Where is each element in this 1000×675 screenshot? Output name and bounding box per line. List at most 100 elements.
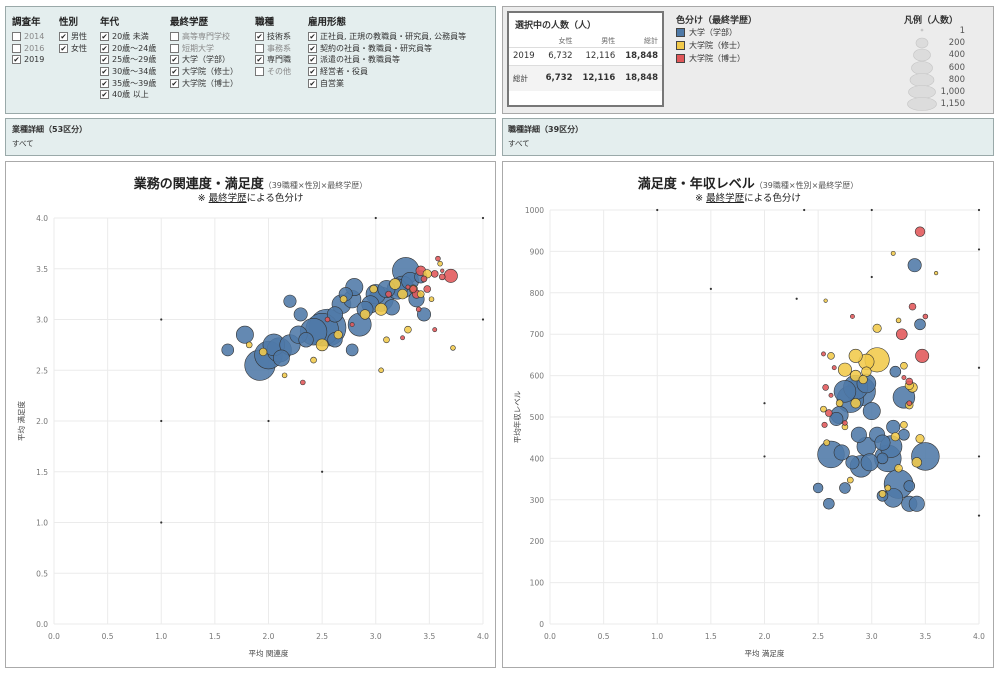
scatter-point[interactable] [905,377,914,386]
checkbox-checked-icon[interactable]: ✔ [170,55,179,65]
scatter-point[interactable] [827,352,835,360]
scatter-point[interactable] [315,338,329,352]
scatter-point[interactable] [267,419,270,423]
left-scatter-chart[interactable]: 0.0 0.5 1.0 1.5 2.0 2.5 3.0 3.5 4.0 0.0 0.5 1.0 1.5 2… [6,162,497,669]
color-legend-item-master[interactable]: 大学院（修士） [676,40,745,51]
scatter-point[interactable] [763,455,766,458]
scatter-point[interactable] [821,421,828,428]
scatter-point[interactable] [409,285,418,293]
scatter-point[interactable] [374,216,377,220]
scatter-point[interactable] [245,341,253,349]
filter-option[interactable]: 短期大学 [170,43,238,55]
scatter-point[interactable] [359,309,371,320]
scatter-point[interactable] [872,323,882,333]
scatter-point[interactable] [385,290,392,298]
scatter-point[interactable] [160,318,163,321]
scatter-point[interactable] [404,325,412,334]
checkbox-checked-icon[interactable]: ✔ [308,43,317,53]
scatter-point[interactable] [831,365,837,371]
checkbox-checked-icon[interactable]: ✔ [100,55,109,65]
scatter-point[interactable] [862,402,881,421]
scatter-point[interactable] [896,328,908,340]
note-link[interactable]: 最終学歴 [706,193,745,204]
scatter-point[interactable] [281,372,288,379]
filter-option[interactable]: ✔ 派遣の社員・教職員等 [308,54,466,66]
filter-option[interactable]: ✔ 20歳～24歳 [100,43,156,55]
scatter-point[interactable] [908,302,917,311]
industry-detail-value[interactable]: すべて [12,139,34,148]
filter-option[interactable]: ✔ 40歳 以上 [100,89,156,101]
scatter-point[interactable] [835,399,844,407]
color-legend-item-undergrad[interactable]: 大学（学部） [676,27,737,38]
filter-option[interactable]: 高等専門学校 [170,31,238,43]
scatter-point[interactable] [160,521,163,524]
right-scatter-chart[interactable]: 0.0 0.5 1.0 1.5 2.0 2.5 3.0 3.5 4.0 0 100 200 300 400… [503,162,995,669]
filter-option[interactable]: ✔ 35歳～39歳 [100,77,156,89]
filter-option[interactable]: ✔ 25歳～29歳 [100,54,156,66]
scatter-point[interactable] [911,457,922,468]
filter-option[interactable]: 2016 [12,43,44,55]
scatter-point[interactable] [895,317,902,324]
filter-option[interactable]: ✔ 専門職 [255,54,291,66]
checkbox-checked-icon[interactable]: ✔ [59,32,68,42]
scatter-point[interactable] [977,366,981,369]
scatter-point[interactable] [823,298,828,303]
scatter-point[interactable] [763,402,766,405]
filter-option[interactable]: ✔ 男性 [59,31,87,43]
checkbox-checked-icon[interactable]: ✔ [100,90,109,100]
scatter-point[interactable] [903,480,916,492]
scatter-point[interactable] [400,335,405,341]
checkbox-checked-icon[interactable]: ✔ [100,67,109,77]
scatter-point[interactable] [833,380,857,403]
checkbox-checked-icon[interactable]: ✔ [100,78,109,88]
scatter-point[interactable] [432,327,438,333]
scatter-point[interactable] [339,295,348,303]
scatter-point[interactable] [934,270,939,276]
checkbox-checked-icon[interactable]: ✔ [255,32,264,42]
scatter-point[interactable] [915,434,925,444]
scatter-point[interactable] [438,273,446,281]
scatter-point[interactable] [423,285,431,293]
scatter-point[interactable] [235,325,254,344]
scatter-point[interactable] [440,268,445,273]
filter-option[interactable]: ✔ 30歳～34歳 [100,66,156,78]
scatter-point[interactable] [847,476,854,484]
scatter-point[interactable] [333,330,343,340]
filter-option[interactable]: 事務系 [255,43,291,55]
scatter-point[interactable] [437,260,443,267]
scatter-point[interactable] [803,208,806,212]
scatter-point[interactable] [850,314,855,319]
filter-option[interactable]: ✔ 大学院（博士） [170,77,238,89]
scatter-point[interactable] [443,268,458,283]
scatter-point[interactable] [829,411,844,426]
scatter-point[interactable] [884,484,892,492]
scatter-point[interactable] [823,439,830,446]
filter-option[interactable]: ✔ 2019 [12,54,44,66]
scatter-point[interactable] [450,345,456,351]
scatter-point[interactable] [795,297,798,300]
color-legend-item-doctor[interactable]: 大学院（博士） [676,53,745,64]
filter-option[interactable]: 2014 [12,31,44,43]
scatter-point[interactable] [481,216,485,220]
checkbox-checked-icon[interactable]: ✔ [308,55,317,65]
scatter-point[interactable] [345,343,359,357]
scatter-point[interactable] [310,356,317,364]
checkbox-icon[interactable] [12,43,21,53]
checkbox-checked-icon[interactable]: ✔ [59,43,68,53]
checkbox-icon[interactable] [170,32,179,42]
scatter-point[interactable] [374,303,388,316]
scatter-point[interactable] [272,349,290,367]
job-detail-filter[interactable] [502,118,994,156]
scatter-point[interactable] [850,426,867,443]
scatter-point[interactable] [369,284,378,294]
filter-option[interactable]: ✔ 女性 [59,43,87,55]
checkbox-checked-icon[interactable]: ✔ [255,55,264,65]
scatter-point[interactable] [405,284,411,290]
scatter-point[interactable] [383,336,390,344]
scatter-point[interactable] [430,270,439,278]
scatter-point[interactable] [900,361,908,370]
scatter-point[interactable] [870,275,873,279]
scatter-point[interactable] [415,306,422,313]
scatter-point[interactable] [889,365,902,378]
scatter-point[interactable] [878,490,887,498]
